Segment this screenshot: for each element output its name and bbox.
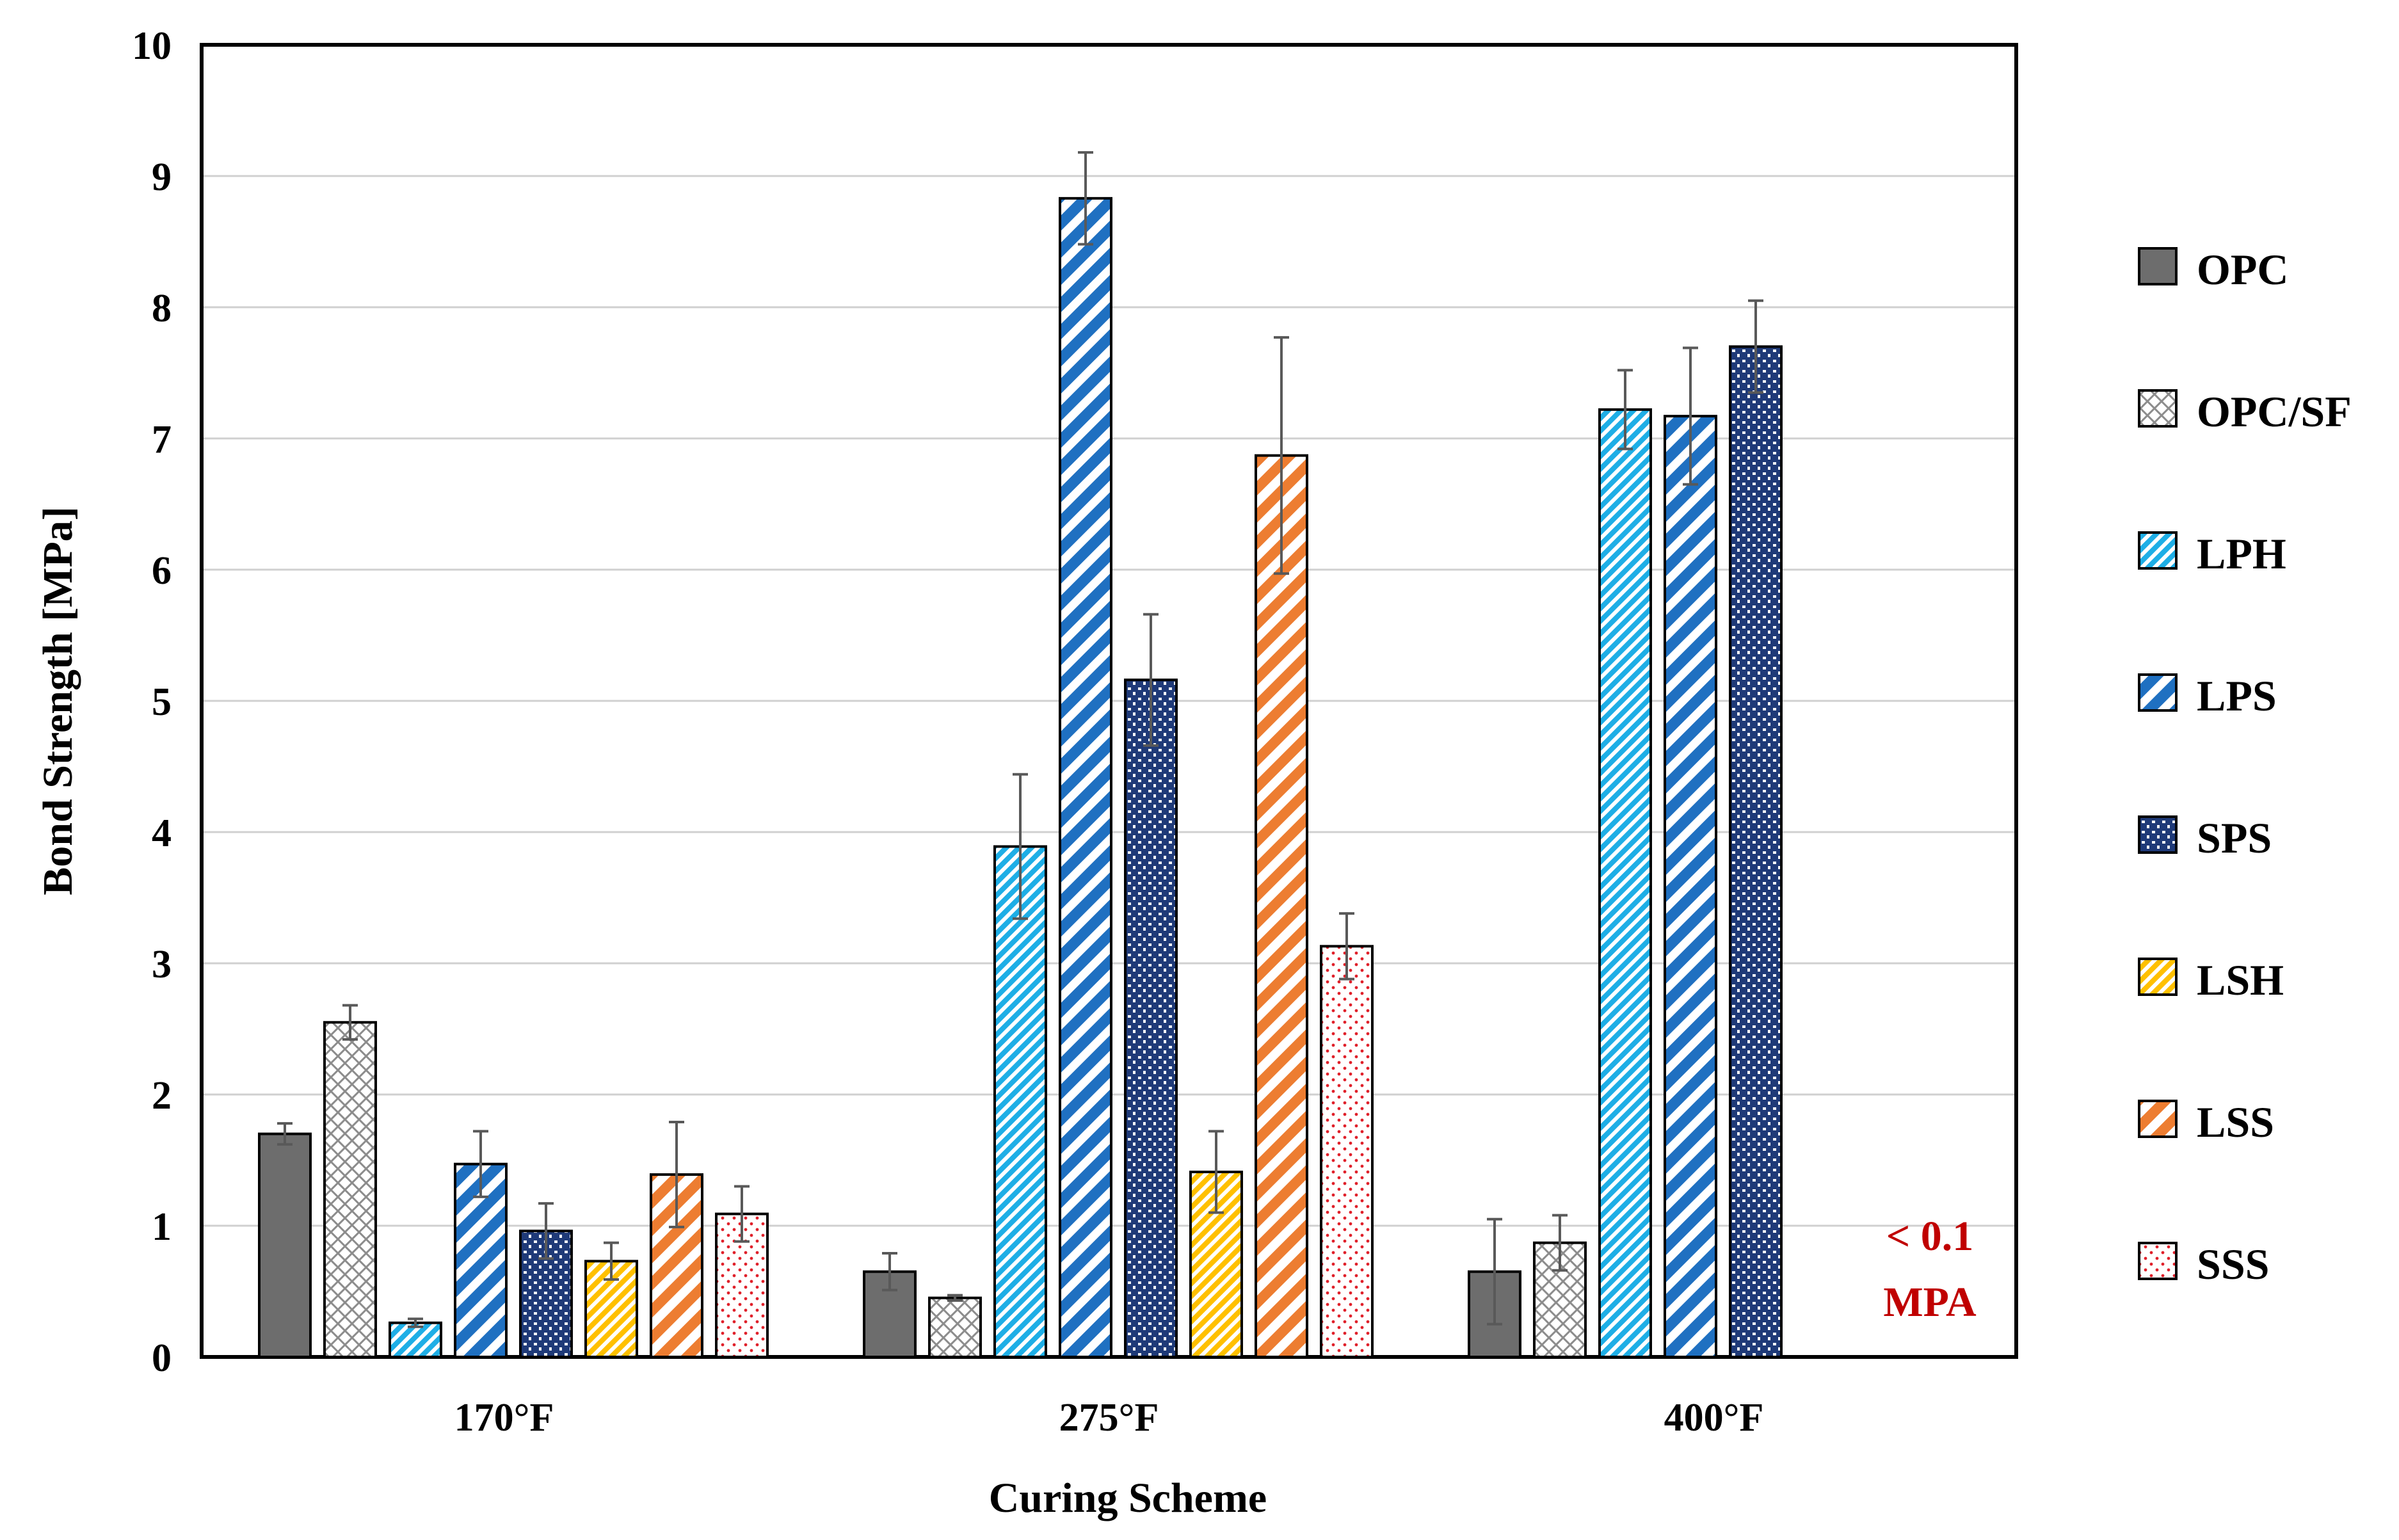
legend: OPC OPC/SF LPH LPS SPS LSH LSS SSS <box>2138 245 2352 1288</box>
bar-lps-275-f <box>1059 197 1112 1359</box>
error-bar-lps-400-f <box>1683 346 1698 486</box>
y-tick-label: 8 <box>152 287 172 330</box>
error-bar-lph-170-f <box>408 1317 423 1328</box>
legend-label: OPC <box>2197 245 2289 294</box>
legend-item-lps: LPS <box>2138 671 2277 720</box>
y-tick-label: 2 <box>152 1074 172 1118</box>
legend-item-lph: LPH <box>2138 529 2286 578</box>
y-tick-label: 10 <box>132 24 172 68</box>
bar-opc-sf-400-f <box>1533 1241 1587 1359</box>
legend-item-opc-sf: OPC/SF <box>2138 387 2352 436</box>
y-axis-tick-labels: 0 1 2 3 4 5 6 7 8 9 10 <box>132 24 172 1380</box>
error-bar-opc-sf-275-f <box>947 1294 963 1302</box>
x-axis-title: Curing Scheme <box>989 1475 1267 1521</box>
annotation-less-than-0-1: < 0.1 <box>1886 1213 1974 1260</box>
error-bar-lph-275-f <box>1013 773 1028 920</box>
bar-opc-170-f <box>258 1132 312 1358</box>
legend-swatch <box>2138 531 2178 570</box>
bar-lps-400-f <box>1664 415 1717 1358</box>
legend-item-sss: SSS <box>2138 1240 2269 1288</box>
legend-swatch <box>2138 673 2178 712</box>
bar-lph-400-f <box>1598 408 1652 1358</box>
legend-label: LSH <box>2197 956 2284 1004</box>
legend-label: SPS <box>2197 814 2272 862</box>
legend-item-lss: LSS <box>2138 1098 2274 1146</box>
error-bar-sps-170-f <box>538 1202 554 1260</box>
error-bar-lsh-170-f <box>604 1241 619 1281</box>
error-bar-opc-275-f <box>882 1252 897 1292</box>
legend-item-lsh: LSH <box>2138 956 2284 1004</box>
bars <box>258 197 1783 1359</box>
error-bar-lph-400-f <box>1617 369 1633 451</box>
error-bar-sss-275-f <box>1339 912 1354 981</box>
error-bar-sps-400-f <box>1748 299 1763 394</box>
legend-label: OPC/SF <box>2197 387 2352 436</box>
legend-swatch <box>2138 958 2178 996</box>
error-bar-lps-275-f <box>1078 151 1093 246</box>
bar-lph-275-f <box>993 845 1047 1359</box>
error-bar-lsh-275-f <box>1208 1130 1224 1214</box>
error-bar-sss-170-f <box>734 1185 750 1243</box>
error-bar-lps-170-f <box>473 1130 488 1198</box>
y-tick-label: 7 <box>152 418 172 461</box>
x-axis-tick-labels: 170°F 275°F 400°F <box>454 1396 1764 1440</box>
y-tick-label: 6 <box>152 549 172 593</box>
y-axis-title: Bond Strength [MPa] <box>35 506 81 895</box>
legend-swatch <box>2138 815 2178 854</box>
y-tick-label: 0 <box>152 1336 172 1380</box>
error-bar-opc-sf-170-f <box>342 1004 358 1041</box>
error-bar-lss-170-f <box>669 1121 684 1229</box>
bar-opc-sf-275-f <box>928 1296 982 1358</box>
x-tick-label: 170°F <box>454 1396 554 1440</box>
error-bar-opc-170-f <box>277 1122 293 1146</box>
legend-label: SSS <box>2197 1240 2269 1288</box>
legend-item-opc: OPC <box>2138 245 2289 294</box>
bar-sss-275-f <box>1320 945 1374 1358</box>
y-tick-label: 9 <box>152 156 172 199</box>
legend-label: LPS <box>2197 671 2277 720</box>
error-bars <box>277 151 1763 1328</box>
legend-label: LSS <box>2197 1098 2274 1146</box>
error-bar-opc-400-f <box>1487 1217 1502 1326</box>
error-bar-opc-sf-400-f <box>1552 1214 1568 1272</box>
legend-item-sps: SPS <box>2138 814 2272 862</box>
bar-sps-400-f <box>1729 345 1783 1358</box>
annotation-mpa: MPA <box>1883 1279 1977 1326</box>
legend-swatch <box>2138 1100 2178 1138</box>
legend-label: LPH <box>2197 529 2286 578</box>
legend-swatch <box>2138 247 2178 285</box>
x-tick-label: 275°F <box>1059 1396 1159 1440</box>
legend-swatch <box>2138 1242 2178 1280</box>
error-bar-sps-275-f <box>1143 613 1159 747</box>
bar-opc-sf-170-f <box>323 1021 377 1358</box>
bar-lss-275-f <box>1255 454 1308 1358</box>
y-tick-label: 3 <box>152 943 172 986</box>
bar-sps-275-f <box>1124 678 1178 1358</box>
y-tick-label: 1 <box>152 1205 172 1249</box>
x-tick-label: 400°F <box>1664 1396 1764 1440</box>
y-tick-label: 4 <box>152 812 172 855</box>
y-tick-label: 5 <box>152 680 172 724</box>
error-bar-lss-275-f <box>1274 336 1289 575</box>
legend-swatch <box>2138 389 2178 428</box>
